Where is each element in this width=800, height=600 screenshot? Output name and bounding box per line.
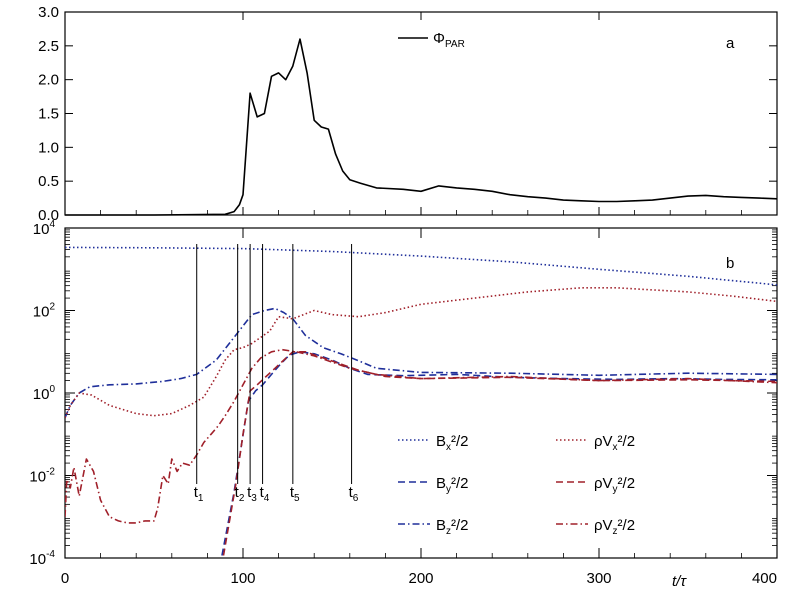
series-phi-par [65, 38, 778, 216]
panel-b-ytick-label: 104 [33, 219, 56, 238]
panel-a-ytick-label: 3.0 [38, 4, 59, 21]
panel-a-ytick-label: 0.5 [38, 173, 59, 190]
panel-b-frame [64, 227, 778, 559]
time-marker-label: t1 [194, 484, 204, 504]
time-marker-label: t6 [349, 484, 359, 504]
panel-a-label: a [726, 35, 735, 52]
panel-b-label: b [726, 255, 734, 272]
legend-label-rVz2: ρVz²/2 [594, 517, 635, 537]
x-axis-label: t/τ [672, 573, 687, 590]
x-tick-label: 300 [586, 570, 611, 587]
panel-b-ticks: 10-4 10-2 100 102 104 0 100 200 300 400 [29, 210, 778, 587]
legend-label-Bx2: Bx²/2 [436, 433, 469, 453]
panel-a-ytick-label: 1.5 [38, 106, 59, 123]
legend-label-By2: By²/2 [436, 475, 469, 495]
series-rVz2 [65, 348, 777, 524]
panel-b-ytick-label: 10-2 [29, 467, 55, 486]
panel-a-frame [64, 11, 778, 216]
legend-label-Bz2: Bz²/2 [436, 517, 469, 537]
panel-a-ytick-label: 0.0 [38, 207, 59, 224]
panel-a-series [65, 38, 778, 216]
series-Bx2 [65, 246, 777, 286]
panel-b-ytick-label: 100 [33, 384, 56, 403]
panel-b-ytick-label: 102 [33, 302, 56, 321]
series-Bz2 [65, 307, 777, 419]
panel-b-ytick-label: 10-4 [29, 549, 55, 568]
legend-phi-symbol: Φ [433, 30, 445, 47]
legend-label-rVx2: ρVx²/2 [594, 433, 635, 453]
panel-a-legend-label: ΦPAR [433, 30, 465, 50]
series-rVy2 [222, 351, 777, 558]
time-marker-label: t4 [260, 484, 270, 504]
series-rVx2 [65, 287, 777, 419]
time-marker-label: t2 [235, 484, 245, 504]
x-tick-label: 200 [408, 570, 433, 587]
panel-a-ticks: 0.0 0.5 1.0 1.5 2.0 2.5 3.0 [38, 4, 778, 224]
panel-b-legend: Bx²/2 By²/2 Bz²/2 ρVx²/2 ρVy²/2 ρVz²/2 [398, 433, 635, 537]
panel-b-series [65, 246, 777, 558]
panel-a-ytick-label: 1.0 [38, 139, 59, 156]
time-marker-label: t5 [290, 484, 300, 504]
x-tick-label: 400 [752, 570, 777, 587]
panel-a-ytick-label: 2.5 [38, 38, 59, 55]
legend-label-rVy2: ρVy²/2 [594, 475, 635, 495]
panel-a-ytick-label: 2.0 [38, 72, 59, 89]
x-tick-label: 100 [230, 570, 255, 587]
time-marker-label: t3 [247, 484, 257, 504]
x-tick-label: 0 [61, 570, 69, 587]
series-By2 [220, 351, 777, 558]
legend-phi-subscript: PAR [445, 39, 465, 50]
panel-b-time-markers: t1 t2 t3 t4 t5 t6 [194, 244, 359, 504]
